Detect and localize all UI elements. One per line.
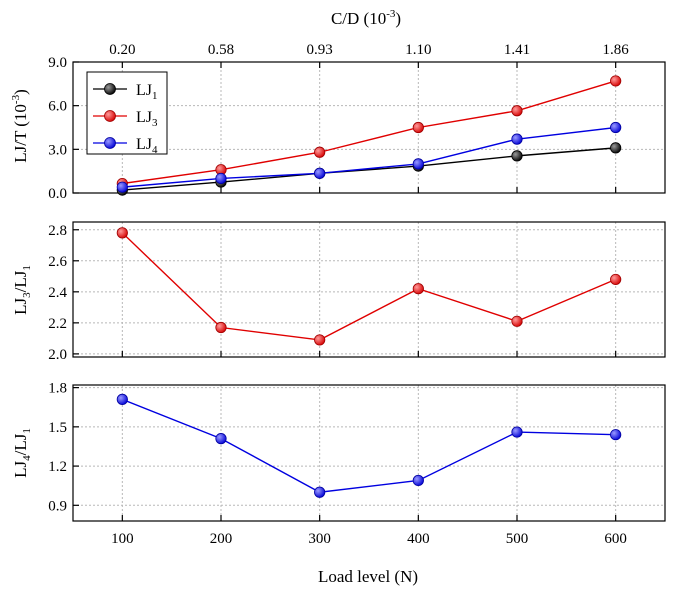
panel3-xtick-label-0: 100: [111, 531, 134, 547]
legend-box: [86, 71, 168, 155]
legend-marker-lj4: [104, 137, 116, 149]
panel2-point-lj3-over-lj1-200: [215, 321, 227, 334]
panel3-xtick-label-1: 200: [210, 531, 233, 547]
panel1-point-lj3-400: [412, 121, 424, 134]
panel2-point-lj3-over-lj1-400: [412, 283, 424, 295]
panel1-top-tick-label-4: 1.41: [504, 42, 530, 58]
panel1-top-tick-label-0: 0.20: [109, 42, 135, 58]
panel1-ytick-label-3: 9.0: [48, 55, 67, 71]
panel1-frame: [72, 61, 666, 194]
panel1-point-lj4-600: [610, 121, 622, 134]
panel1-point-lj4-400: [412, 158, 424, 170]
panel1-top-tick-label-5: 1.86: [603, 42, 630, 58]
panel3-y-axis-title: LJ4/LJ1: [11, 428, 33, 478]
panel2-frame: [72, 221, 666, 358]
panel-lj-per-t: 0.0 3.0 6.0 9.0 0.20 0.58 0.93 1.10 1.41 1.86: [48, 42, 666, 202]
panel1-ytick-label-0: 0.0: [48, 186, 67, 202]
panel3-xtick-label-3: 400: [407, 531, 430, 547]
legend-marker-lj1: [104, 83, 116, 95]
panel1-point-lj1-500: [511, 150, 523, 162]
panel1-point-lj4-200: [215, 172, 227, 185]
top-axis-title: C/D (10-3): [331, 8, 401, 28]
panel3-ytick-label-0: 0.9: [48, 498, 67, 514]
panel1-point-lj3-600: [610, 75, 622, 87]
panel3-point-lj4-over-lj1-100: [116, 393, 128, 405]
panel2-ytick-label-4: 2.8: [48, 223, 67, 239]
panel1-line-lj1: [122, 147, 616, 191]
panel1-point-lj1-600: [610, 142, 622, 154]
panel2-point-lj3-over-lj1-100: [116, 227, 128, 239]
legend-label-lj4: LJ4: [136, 136, 158, 156]
panel3-point-lj4-over-lj1-600: [610, 429, 622, 441]
legend-label-lj3: LJ3: [136, 109, 158, 129]
panel1-ytick-label-1: 3.0: [48, 142, 67, 158]
panel1-y-axis-title: LJ/T (10-3): [10, 89, 30, 163]
legend-marker-lj3: [104, 110, 116, 122]
panel3-line-lj4-over-lj1: [122, 398, 616, 493]
legend-label-lj1: LJ1: [136, 82, 158, 102]
panel1-ytick-label-2: 6.0: [48, 99, 67, 115]
panel-lj3-over-lj1: 2.0 2.2 2.4 2.6 2.8: [48, 221, 666, 363]
panel1-top-tick-label-2: 0.93: [307, 42, 333, 58]
panel1-top-tick-label-3: 1.10: [405, 42, 431, 58]
panel2-point-lj3-over-lj1-500: [511, 315, 523, 327]
panel3-point-lj4-over-lj1-500: [511, 426, 523, 438]
panel2-ytick-label-3: 2.6: [48, 254, 67, 270]
panel3-xtick-label-4: 500: [506, 531, 529, 547]
panel3-frame: [72, 384, 666, 522]
panel3-xtick-label-2: 300: [308, 531, 331, 547]
panel3-ytick-label-2: 1.5: [48, 420, 67, 436]
panel2-point-lj3-over-lj1-300: [314, 334, 326, 346]
panel2-line-lj3-over-lj1: [121, 232, 616, 341]
panel1-line-lj3: [122, 80, 616, 185]
panel1-top-tick-label-1: 0.58: [208, 42, 234, 58]
panel1-point-lj3-300: [314, 146, 326, 158]
panel1-line-lj4: [122, 126, 616, 188]
panel1-point-lj4-500: [511, 133, 523, 145]
panel1-point-lj4-100: [116, 181, 128, 193]
panel2-ytick-label-0: 2.0: [48, 347, 67, 363]
x-axis-title: Load level (N): [318, 567, 418, 586]
panel2-y-axis-title: LJ3/LJ1: [11, 265, 33, 315]
panel-lj4-over-lj1: 0.9 1.2 1.5 1.8 100 200 300 400 500 600: [48, 381, 666, 547]
panel3-point-lj4-over-lj1-200: [215, 433, 227, 445]
panel3-xtick-label-5: 600: [604, 531, 627, 547]
legend: LJ1 LJ3 LJ4: [86, 71, 168, 156]
panel1-point-lj3-500: [511, 105, 523, 117]
panel2-ytick-label-2: 2.4: [48, 285, 67, 301]
panel3-point-lj4-over-lj1-300: [314, 486, 326, 498]
panel3-ytick-label-1: 1.2: [48, 459, 67, 475]
panel2-ytick-label-1: 2.2: [48, 316, 67, 332]
panel3-ytick-label-3: 1.8: [48, 381, 67, 397]
panel2-point-lj3-over-lj1-600: [610, 273, 622, 286]
panel1-point-lj4-300: [314, 167, 326, 179]
panel3-point-lj4-over-lj1-400: [412, 474, 424, 487]
